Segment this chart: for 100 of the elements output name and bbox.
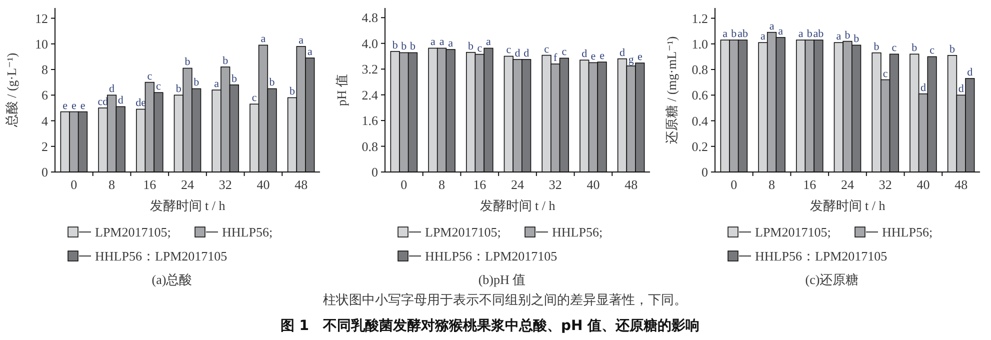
y-tick-label: 0.8: [362, 138, 378, 154]
x-tick-label: 8: [438, 177, 446, 192]
x-tick-label: 24: [841, 177, 854, 192]
y-tick-label: 4.8: [362, 10, 378, 26]
x-tick-label: 8: [108, 177, 116, 192]
legend-label: LPM2017105;: [425, 224, 501, 240]
data-label: b: [289, 86, 296, 98]
x-tick-label: 32: [218, 177, 232, 192]
x-tick-label: 48: [294, 177, 308, 192]
x-axis-title: 发酵时间 t / h: [150, 198, 226, 213]
y-tick-label: 1.2: [692, 10, 708, 26]
legend-label: HHLP56;: [882, 224, 933, 240]
text: (b)pH 值: [478, 272, 526, 287]
data-label: c: [252, 92, 257, 104]
y-tick-label: 10: [35, 36, 48, 52]
y-tick-label: 12: [35, 10, 48, 26]
legend-label: HHLP56：LPM2017105: [95, 248, 228, 264]
y-tick-label: 0: [702, 164, 708, 180]
data-label: d: [524, 47, 530, 60]
x-tick-label: 16: [803, 177, 817, 192]
y-tick-label: 0.4: [692, 113, 708, 128]
data-label: a: [448, 37, 454, 50]
x-tick-label: 16: [143, 177, 157, 192]
data-label: a: [307, 46, 312, 58]
data-label: e: [62, 100, 68, 112]
data-label: d: [920, 82, 926, 94]
data-label: b: [231, 72, 238, 85]
x-tick-label: 48: [624, 177, 638, 192]
data-label: a: [298, 34, 304, 46]
data-label: c: [156, 80, 162, 93]
x-tick-label: 24: [181, 177, 194, 192]
y-tick-label: 1.6: [362, 113, 378, 128]
y-tick-label: 0.8: [692, 62, 708, 78]
x-tick-label: 24: [511, 177, 524, 192]
x-tick-label: 40: [256, 177, 270, 192]
data-label: g: [628, 54, 634, 66]
legend-label: HHLP56;: [222, 224, 273, 240]
data-label: a: [214, 78, 220, 90]
x-tick-label: 32: [548, 177, 562, 192]
data-label: b: [731, 28, 738, 40]
y-tick-label: 0: [372, 164, 378, 180]
data-label: e: [590, 50, 596, 63]
y-tick-label: 3.2: [362, 62, 378, 77]
data-label: c: [147, 70, 152, 82]
data-label: e: [600, 50, 605, 62]
data-label: a: [798, 28, 804, 40]
data-label: a: [430, 36, 436, 48]
data-label: b: [222, 54, 229, 67]
data-label: c: [892, 42, 897, 54]
data-label: b: [912, 42, 918, 54]
x-axis-title: 发酵时间 t / h: [480, 198, 556, 213]
y-tick-label: 0.6: [692, 88, 708, 103]
y-axis-title: pH 值: [334, 74, 349, 106]
caption: 图 1 不同乳酸菌发酵对猕猴桃果浆中总酸、pH 值、还原糖的影响: [280, 317, 700, 334]
data-label: b: [468, 40, 474, 52]
y-tick-label: 6: [42, 88, 48, 103]
y-tick-label: 4.0: [362, 36, 378, 51]
x-tick-label: 0: [400, 177, 408, 192]
legend-label: HHLP56;: [552, 224, 603, 240]
data-label: a: [769, 20, 774, 32]
data-label: b: [844, 29, 851, 42]
data-label: c: [562, 46, 567, 58]
x-tick-label: 0: [730, 177, 738, 192]
y-tick-label: 4: [42, 113, 48, 128]
data-label: a: [836, 30, 842, 43]
data-label: a: [439, 36, 444, 48]
y-tick-label: 2: [42, 138, 48, 154]
data-label: c: [930, 44, 935, 57]
x-tick-label: 40: [586, 177, 600, 192]
text: (a)总酸: [152, 272, 192, 287]
data-label: b: [410, 40, 416, 53]
data-label: c: [544, 43, 550, 56]
x-axis-title: 发酵时间 t / h: [810, 198, 886, 213]
legend-label: HHLP56：LPM2017105: [425, 248, 558, 264]
data-label: c: [882, 68, 888, 80]
data-label: b: [806, 28, 813, 40]
y-axis-title: 总酸 / (g·L⁻¹): [4, 52, 19, 128]
data-label: a: [260, 33, 266, 46]
y-axis-title: 还原糖 / (mg·mL⁻¹): [664, 36, 679, 144]
y-tick-label: 0: [42, 164, 48, 180]
x-tick-label: 16: [473, 177, 487, 192]
data-label: a: [486, 36, 492, 48]
data-label: d: [118, 94, 124, 107]
data-label: b: [194, 76, 200, 89]
data-label: c: [506, 44, 512, 56]
data-label: d: [967, 66, 974, 78]
data-label: d: [619, 46, 626, 59]
data-label: a: [760, 30, 766, 43]
data-label: b: [949, 43, 956, 56]
legend-label: HHLP56：LPM2017105: [755, 248, 888, 264]
legend-label: LPM2017105;: [755, 224, 831, 240]
data-label: ab: [738, 28, 748, 40]
data-label: d: [514, 47, 521, 60]
data-label: e: [637, 50, 642, 63]
legend-label: LPM2017105;: [95, 224, 171, 240]
x-tick-label: 40: [916, 177, 930, 192]
y-tick-label: 1.0: [692, 36, 708, 52]
data-label: b: [176, 83, 182, 96]
x-tick-label: 0: [70, 177, 78, 192]
data-label: f: [554, 52, 558, 64]
